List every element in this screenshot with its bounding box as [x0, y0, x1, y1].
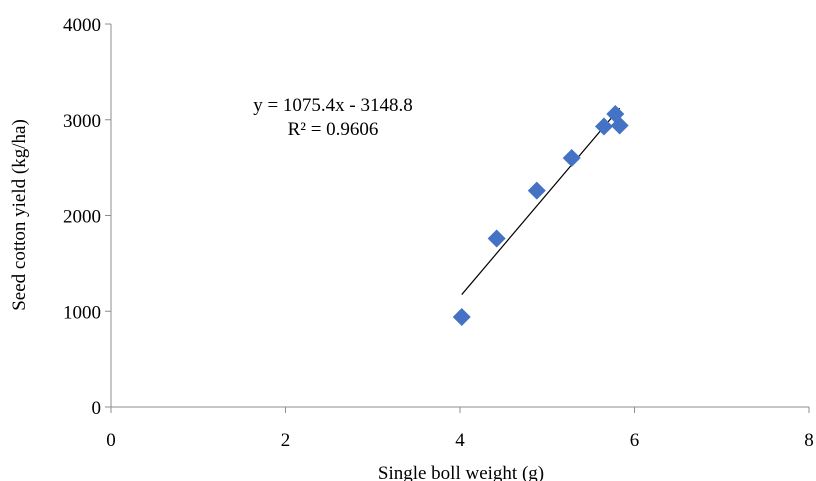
x-tick-label: 4 — [455, 430, 465, 451]
trendline-equation: y = 1075.4x - 3148.8 — [253, 95, 413, 116]
tick-labels: 0 2 4 6 8 0 1000 2000 3000 4000 — [63, 15, 814, 451]
x-tick-label: 0 — [106, 430, 116, 451]
x-tick-label: 2 — [281, 430, 291, 451]
y-axis-title: Seed cotton yield (kg/ha) — [9, 119, 30, 311]
data-point-diamond — [487, 229, 506, 248]
y-tick-label: 0 — [92, 398, 102, 419]
data-point-diamond — [594, 117, 613, 136]
trendline-group — [461, 107, 621, 295]
trendline-r-squared: R² = 0.9606 — [288, 119, 379, 140]
y-tick-label: 3000 — [63, 111, 101, 132]
x-tick-label: 8 — [804, 430, 814, 451]
y-tick-label: 4000 — [63, 15, 101, 36]
data-point-diamond — [452, 307, 471, 326]
x-tick-label: 6 — [630, 430, 640, 451]
data-point-diamond — [527, 181, 546, 200]
data-point-diamond — [562, 149, 581, 168]
x-axis-title: Single boll weight (g) — [378, 463, 544, 481]
data-points — [452, 105, 629, 326]
axes — [105, 23, 810, 413]
trendline — [461, 107, 621, 295]
y-tick-label: 1000 — [63, 302, 101, 323]
y-tick-label: 2000 — [63, 207, 101, 228]
data-point-diamond — [610, 116, 629, 135]
